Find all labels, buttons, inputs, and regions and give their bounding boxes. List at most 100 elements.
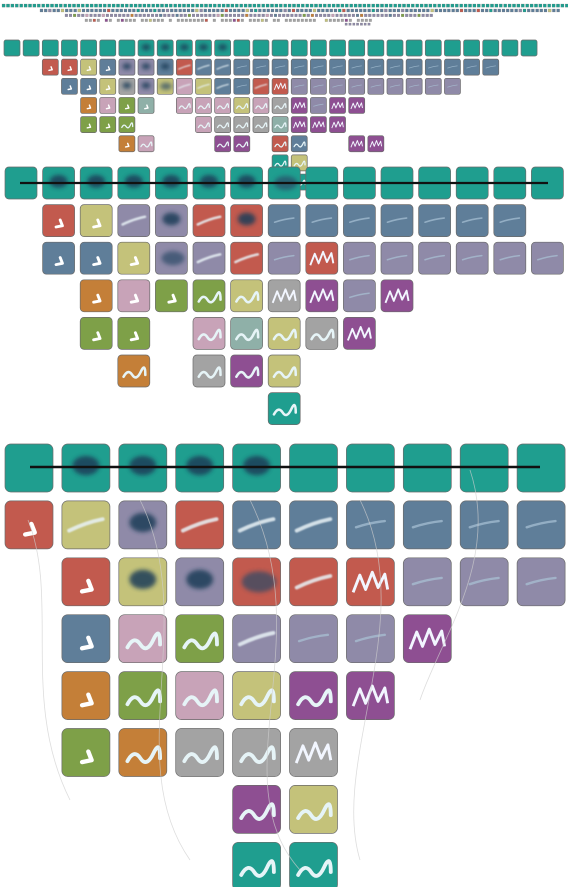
mini-tile (169, 3, 173, 8)
thumbnail-tile (267, 241, 301, 275)
thumbnail-tile (99, 77, 117, 95)
tile-background (289, 671, 338, 720)
faint-streak-mark (313, 65, 324, 69)
streak-mark (67, 517, 105, 533)
thumbnail-tile (118, 97, 136, 114)
mini-tile (560, 3, 565, 8)
mini-tile (252, 3, 257, 8)
mini-tile (489, 8, 493, 13)
mini-tile (86, 8, 90, 13)
mini-tile (241, 8, 245, 13)
mini-tile (120, 3, 125, 8)
tile-background (348, 135, 366, 153)
mini-tile (107, 8, 111, 13)
mini-tile (56, 8, 60, 13)
streak-mark (197, 83, 210, 89)
mini-tile (221, 3, 226, 8)
mini-tile (261, 13, 265, 17)
thumbnail-tile (176, 77, 193, 95)
tile-background (214, 135, 231, 153)
thumbnail-tile (348, 58, 366, 76)
tile-background (310, 39, 327, 57)
mini-tile (296, 3, 301, 8)
wave-mark (216, 103, 230, 110)
mini-tile (257, 13, 261, 17)
faint-streak-mark (411, 576, 443, 586)
streak-mark (196, 215, 222, 226)
mini-tile (312, 18, 316, 22)
thumbnail-tile (424, 77, 442, 95)
mini-tile (265, 3, 270, 8)
mini-tile (72, 3, 76, 8)
mini-tile (340, 3, 345, 8)
tile-background (459, 557, 509, 607)
thumbnail-tile (343, 204, 376, 237)
thumbnail-tile (192, 204, 226, 237)
thumbnail-tile (367, 77, 385, 95)
tile-background (289, 785, 338, 834)
mini-tile (81, 3, 85, 8)
mini-tile (428, 3, 433, 8)
mini-tile (421, 13, 425, 17)
mini-tile (182, 8, 186, 13)
mini-tile (230, 3, 235, 8)
mini-tile (344, 18, 348, 22)
mini-tile (88, 18, 92, 22)
mini-tile (118, 13, 122, 17)
mini-tile (338, 8, 342, 13)
thumbnail-tile (230, 279, 263, 313)
tile-background (305, 279, 339, 313)
mini-tile (157, 8, 161, 13)
faint-streak-mark (461, 217, 483, 223)
thumbnail-tile (444, 39, 461, 57)
guide-curve (419, 469, 479, 701)
mini-tile (159, 13, 163, 17)
mini-tile (196, 18, 200, 22)
thumbnail-tile (195, 116, 212, 133)
thumbnail-tile (80, 58, 97, 76)
tile-background (424, 77, 442, 95)
mini-tile (257, 3, 261, 8)
mini-tile (186, 8, 191, 13)
zigzag-mark (346, 326, 372, 341)
blob-mark (199, 44, 208, 51)
wave-mark (125, 631, 162, 651)
mini-tile (507, 3, 512, 8)
thumbnail-tile (343, 279, 376, 313)
thumbnail-tile (290, 77, 308, 95)
mini-tile (276, 18, 280, 22)
thumbnail-tile (3, 39, 21, 57)
tile-background (232, 671, 281, 720)
zigzag-mark (408, 627, 446, 650)
mini-tile (468, 8, 472, 13)
mini-tile (140, 8, 144, 13)
tile-background (99, 97, 117, 114)
faint-streak-mark (370, 65, 382, 69)
tile-background (267, 317, 301, 350)
hook-mark (79, 692, 94, 708)
tile-background (380, 279, 414, 313)
mini-tile (212, 8, 216, 13)
mini-tile (380, 13, 384, 17)
diffuse-mark (241, 571, 277, 593)
mini-tile (73, 8, 77, 13)
mini-tile (437, 3, 441, 8)
mini-tile (324, 18, 328, 22)
tile-background (61, 557, 111, 607)
mini-tile (164, 3, 169, 8)
hook-mark (92, 331, 102, 342)
blob-mark (162, 175, 181, 188)
mini-tile (292, 3, 296, 8)
tile-background (305, 241, 339, 275)
mini-tile (348, 22, 352, 26)
tile-background (214, 116, 231, 133)
tile-background (118, 116, 136, 133)
thumbnail-tile (61, 614, 111, 664)
mini-tile (89, 3, 94, 8)
mini-tile (283, 3, 287, 8)
zigzag-mark (351, 684, 390, 707)
mini-tile (411, 3, 415, 8)
mini-tile (216, 8, 220, 13)
thumbnail-tile (195, 58, 212, 76)
tile-background (79, 317, 113, 350)
